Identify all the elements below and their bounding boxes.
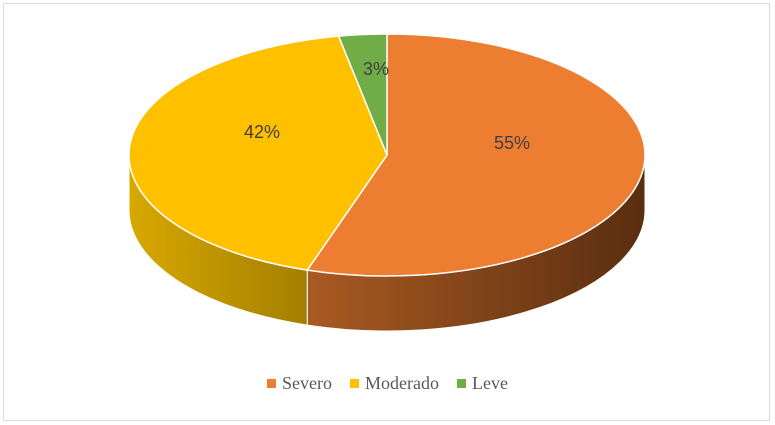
legend-label-moderado: Moderado — [365, 373, 439, 393]
data-label-severo: 55% — [494, 133, 530, 153]
legend-swatch-severo — [267, 379, 277, 388]
legend-item-severo: Severo — [267, 373, 332, 394]
legend-item-moderado: Moderado — [350, 373, 439, 394]
pie-slice-leve — [337, 33, 388, 156]
data-label-moderado: 42% — [244, 122, 280, 142]
data-label-leve: 3% — [363, 59, 389, 79]
legend-swatch-leve — [456, 379, 466, 388]
legend-label-leve: Leve — [471, 373, 508, 393]
legend-swatch-moderado — [350, 379, 359, 388]
legend: Severo Moderado Leve — [0, 373, 775, 394]
legend-item-leve: Leve — [456, 373, 508, 394]
pie-slice-severo — [305, 33, 646, 277]
legend-label-severo: Severo — [282, 373, 332, 393]
pie-slice-moderado — [128, 35, 388, 271]
